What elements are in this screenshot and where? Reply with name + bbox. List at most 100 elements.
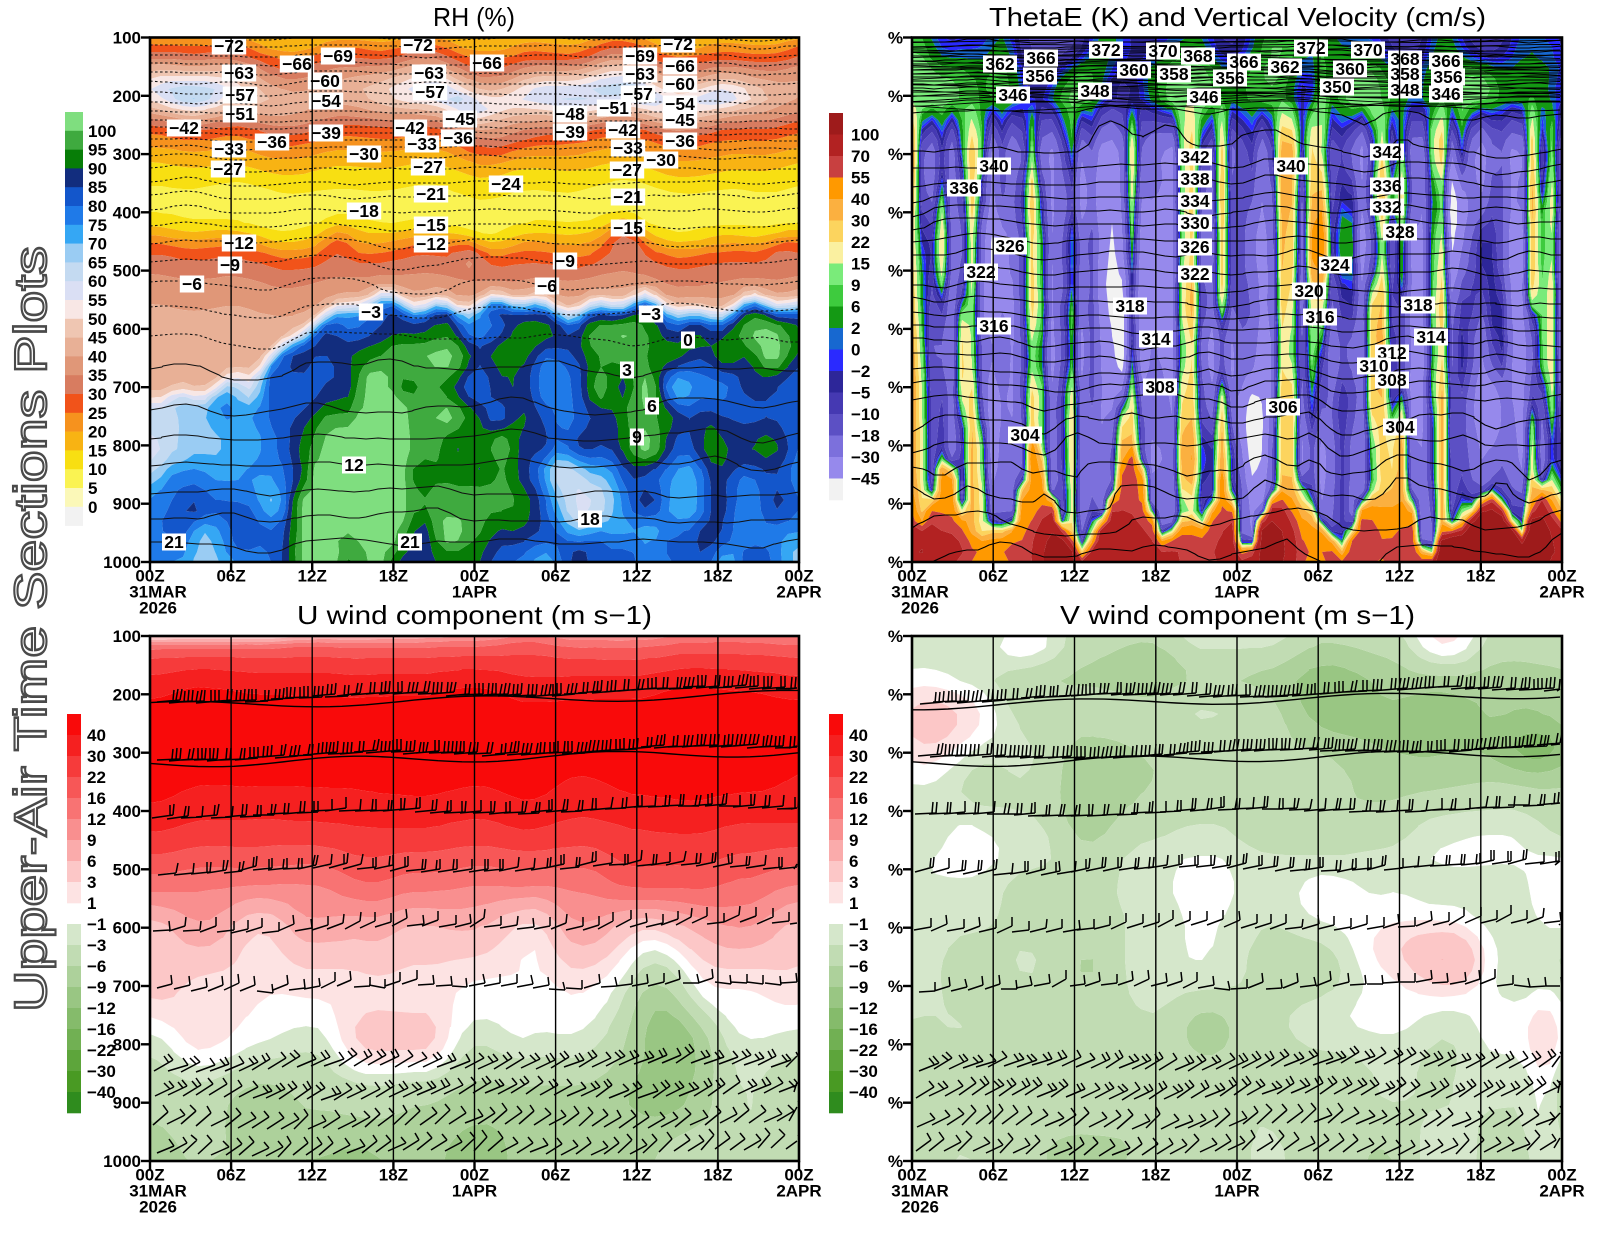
svg-text:18Z: 18Z xyxy=(1141,1166,1170,1185)
svg-text:−66: −66 xyxy=(282,54,312,74)
svg-text:31MAR: 31MAR xyxy=(891,1182,949,1201)
svg-text:−9: −9 xyxy=(87,978,106,997)
svg-text:−33: −33 xyxy=(214,139,244,159)
svg-text:18Z: 18Z xyxy=(1466,1166,1495,1185)
svg-text:30: 30 xyxy=(88,385,107,404)
svg-text:−3: −3 xyxy=(87,936,106,955)
svg-text:06Z: 06Z xyxy=(1304,567,1333,586)
svg-text:372: 372 xyxy=(1091,40,1120,60)
svg-text:2026: 2026 xyxy=(901,1198,939,1217)
svg-text:−66: −66 xyxy=(472,53,502,73)
svg-text:326: 326 xyxy=(1180,237,1209,257)
svg-text:−36: −36 xyxy=(443,128,473,148)
svg-text:2APR: 2APR xyxy=(1539,1182,1584,1201)
svg-text:318: 318 xyxy=(1115,296,1144,316)
svg-text:12: 12 xyxy=(87,810,106,829)
svg-text:−10: −10 xyxy=(851,405,880,424)
svg-text:%: % xyxy=(888,495,903,514)
svg-text:6: 6 xyxy=(87,852,96,871)
svg-text:346: 346 xyxy=(998,85,1027,105)
svg-text:85: 85 xyxy=(88,178,107,197)
svg-text:600: 600 xyxy=(113,919,141,938)
svg-text:−6: −6 xyxy=(849,957,868,976)
svg-text:12: 12 xyxy=(849,810,868,829)
svg-text:1APR: 1APR xyxy=(452,1182,497,1201)
svg-text:2APR: 2APR xyxy=(776,1182,821,1201)
svg-text:6: 6 xyxy=(849,852,858,871)
svg-text:−16: −16 xyxy=(849,1020,878,1039)
svg-text:95: 95 xyxy=(88,141,107,160)
svg-text:336: 336 xyxy=(1372,176,1401,196)
svg-text:−33: −33 xyxy=(407,134,437,154)
svg-text:368: 368 xyxy=(1390,49,1419,69)
svg-text:−40: −40 xyxy=(849,1083,878,1102)
svg-text:100: 100 xyxy=(113,627,141,646)
svg-text:%: % xyxy=(888,145,903,164)
svg-text:55: 55 xyxy=(88,291,107,310)
svg-text:340: 340 xyxy=(1276,156,1305,176)
svg-text:45: 45 xyxy=(88,329,107,348)
svg-text:−57: −57 xyxy=(225,85,255,105)
svg-text:0: 0 xyxy=(683,330,693,350)
svg-text:370: 370 xyxy=(1148,41,1177,61)
svg-text:−5: −5 xyxy=(851,384,870,403)
svg-text:12Z: 12Z xyxy=(622,567,651,586)
svg-text:−9: −9 xyxy=(220,255,240,275)
svg-text:342: 342 xyxy=(1372,142,1401,162)
svg-text:%: % xyxy=(888,378,903,397)
svg-text:−18: −18 xyxy=(349,201,379,221)
svg-text:16: 16 xyxy=(87,789,106,808)
svg-text:20: 20 xyxy=(88,423,107,442)
svg-text:15: 15 xyxy=(851,255,870,274)
svg-text:300: 300 xyxy=(113,744,141,763)
svg-text:368: 368 xyxy=(1183,46,1212,66)
svg-text:−9: −9 xyxy=(555,251,575,271)
svg-text:12Z: 12Z xyxy=(1060,567,1089,586)
svg-text:18: 18 xyxy=(580,509,600,529)
svg-text:900: 900 xyxy=(113,1094,141,1113)
svg-text:334: 334 xyxy=(1180,191,1209,211)
svg-text:−6: −6 xyxy=(537,276,557,296)
svg-text:−51: −51 xyxy=(599,98,629,118)
svg-text:%: % xyxy=(888,320,903,339)
svg-text:800: 800 xyxy=(113,1035,141,1054)
svg-text:9: 9 xyxy=(849,831,858,850)
svg-text:40: 40 xyxy=(87,726,106,745)
svg-text:358: 358 xyxy=(1159,64,1188,84)
svg-text:−30: −30 xyxy=(646,150,676,170)
svg-text:360: 360 xyxy=(1119,60,1148,80)
svg-text:%: % xyxy=(888,1152,903,1171)
svg-text:2026: 2026 xyxy=(139,1198,177,1217)
svg-text:362: 362 xyxy=(985,54,1014,74)
svg-text:−51: −51 xyxy=(225,104,255,124)
svg-text:06Z: 06Z xyxy=(541,567,570,586)
svg-text:90: 90 xyxy=(88,159,107,178)
svg-text:−36: −36 xyxy=(665,131,695,151)
svg-text:−42: −42 xyxy=(169,118,199,138)
svg-text:−21: −21 xyxy=(416,184,446,204)
svg-text:322: 322 xyxy=(1180,264,1209,284)
svg-text:2: 2 xyxy=(851,319,860,338)
svg-text:−60: −60 xyxy=(665,74,695,94)
svg-text:−63: −63 xyxy=(414,63,444,83)
svg-text:%: % xyxy=(888,744,903,763)
svg-text:−27: −27 xyxy=(213,159,243,179)
svg-text:−72: −72 xyxy=(663,34,693,54)
svg-text:31MAR: 31MAR xyxy=(891,583,949,602)
svg-text:30: 30 xyxy=(87,747,106,766)
svg-text:326: 326 xyxy=(995,236,1024,256)
svg-text:%: % xyxy=(888,685,903,704)
svg-text:318: 318 xyxy=(1403,295,1432,315)
svg-text:65: 65 xyxy=(88,253,107,272)
svg-text:%: % xyxy=(888,203,903,222)
svg-text:%: % xyxy=(888,1094,903,1113)
svg-text:2APR: 2APR xyxy=(776,583,821,602)
svg-text:342: 342 xyxy=(1180,147,1209,167)
svg-text:400: 400 xyxy=(113,802,141,821)
svg-text:−63: −63 xyxy=(224,63,254,83)
svg-text:−21: −21 xyxy=(613,187,643,207)
svg-text:18Z: 18Z xyxy=(1141,567,1170,586)
svg-text:−18: −18 xyxy=(851,427,880,446)
svg-text:30: 30 xyxy=(849,747,868,766)
svg-text:600: 600 xyxy=(113,320,141,339)
